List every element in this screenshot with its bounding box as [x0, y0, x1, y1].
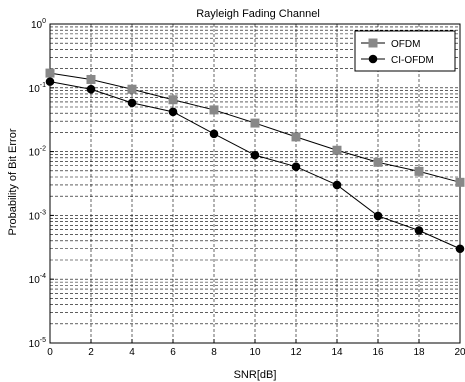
x-tick-label: 20 — [454, 347, 465, 358]
y-tick-label: 10-5 — [29, 337, 46, 350]
legend-box — [354, 30, 456, 72]
y-tick-label: 10-3 — [29, 209, 46, 222]
x-tick-label: 14 — [331, 347, 343, 358]
y-tick-label: 100 — [31, 18, 46, 31]
legend-label: CI-OFDM — [391, 55, 434, 66]
x-axis-label: SNR[dB] — [234, 369, 277, 381]
x-tick-label: 4 — [129, 347, 135, 358]
x-tick-label: 10 — [249, 347, 261, 358]
y-tick-label: 10-2 — [29, 146, 46, 159]
data-point-square — [209, 105, 219, 115]
data-point-circle — [86, 84, 96, 94]
data-point-circle — [127, 98, 137, 108]
data-point-circle — [455, 244, 465, 254]
data-point-circle — [250, 150, 260, 160]
x-tick-label: 12 — [290, 347, 302, 358]
y-tick-label: 10-4 — [29, 273, 46, 286]
data-point-square — [250, 118, 260, 128]
data-point-square — [45, 68, 55, 78]
x-tick-label: 2 — [88, 347, 94, 358]
series-layer — [45, 68, 465, 254]
x-tick-label: 16 — [372, 347, 384, 358]
data-point-square — [86, 74, 96, 84]
legend-marker-circle — [368, 54, 378, 64]
x-tick-label: 8 — [211, 347, 217, 358]
series-ofdm — [45, 68, 465, 187]
data-point-circle — [332, 180, 342, 190]
x-tick-label: 6 — [170, 347, 176, 358]
data-point-circle — [414, 226, 424, 235]
y-axis-label: Probability of Bit Error — [7, 128, 19, 235]
x-tick-label: 18 — [413, 347, 425, 358]
data-point-square — [455, 177, 465, 187]
data-point-circle — [373, 211, 383, 221]
series-ci-ofdm — [45, 77, 465, 254]
data-point-square — [332, 145, 342, 155]
data-point-circle — [168, 107, 178, 117]
data-point-circle — [291, 162, 301, 171]
data-point-circle — [209, 129, 219, 139]
chart-title: Rayleigh Fading Channel — [196, 8, 320, 20]
data-point-square — [168, 95, 178, 105]
legend: OFDM CI-OFDM — [354, 30, 456, 72]
data-point-square — [291, 132, 301, 142]
data-point-square — [127, 84, 137, 94]
legend-label: OFDM — [391, 39, 420, 50]
legend-marker-square — [368, 38, 378, 48]
data-point-square — [414, 166, 424, 176]
data-point-circle — [45, 77, 55, 86]
y-tick-label: 10-1 — [29, 82, 46, 95]
x-tick-label: 0 — [47, 347, 53, 358]
tick-layer: 0 2 4 6 8 10 12 14 16 18 20 100 10-1 10-2 10-3 10-4 10-5 — [29, 18, 465, 358]
data-point-square — [373, 157, 383, 167]
